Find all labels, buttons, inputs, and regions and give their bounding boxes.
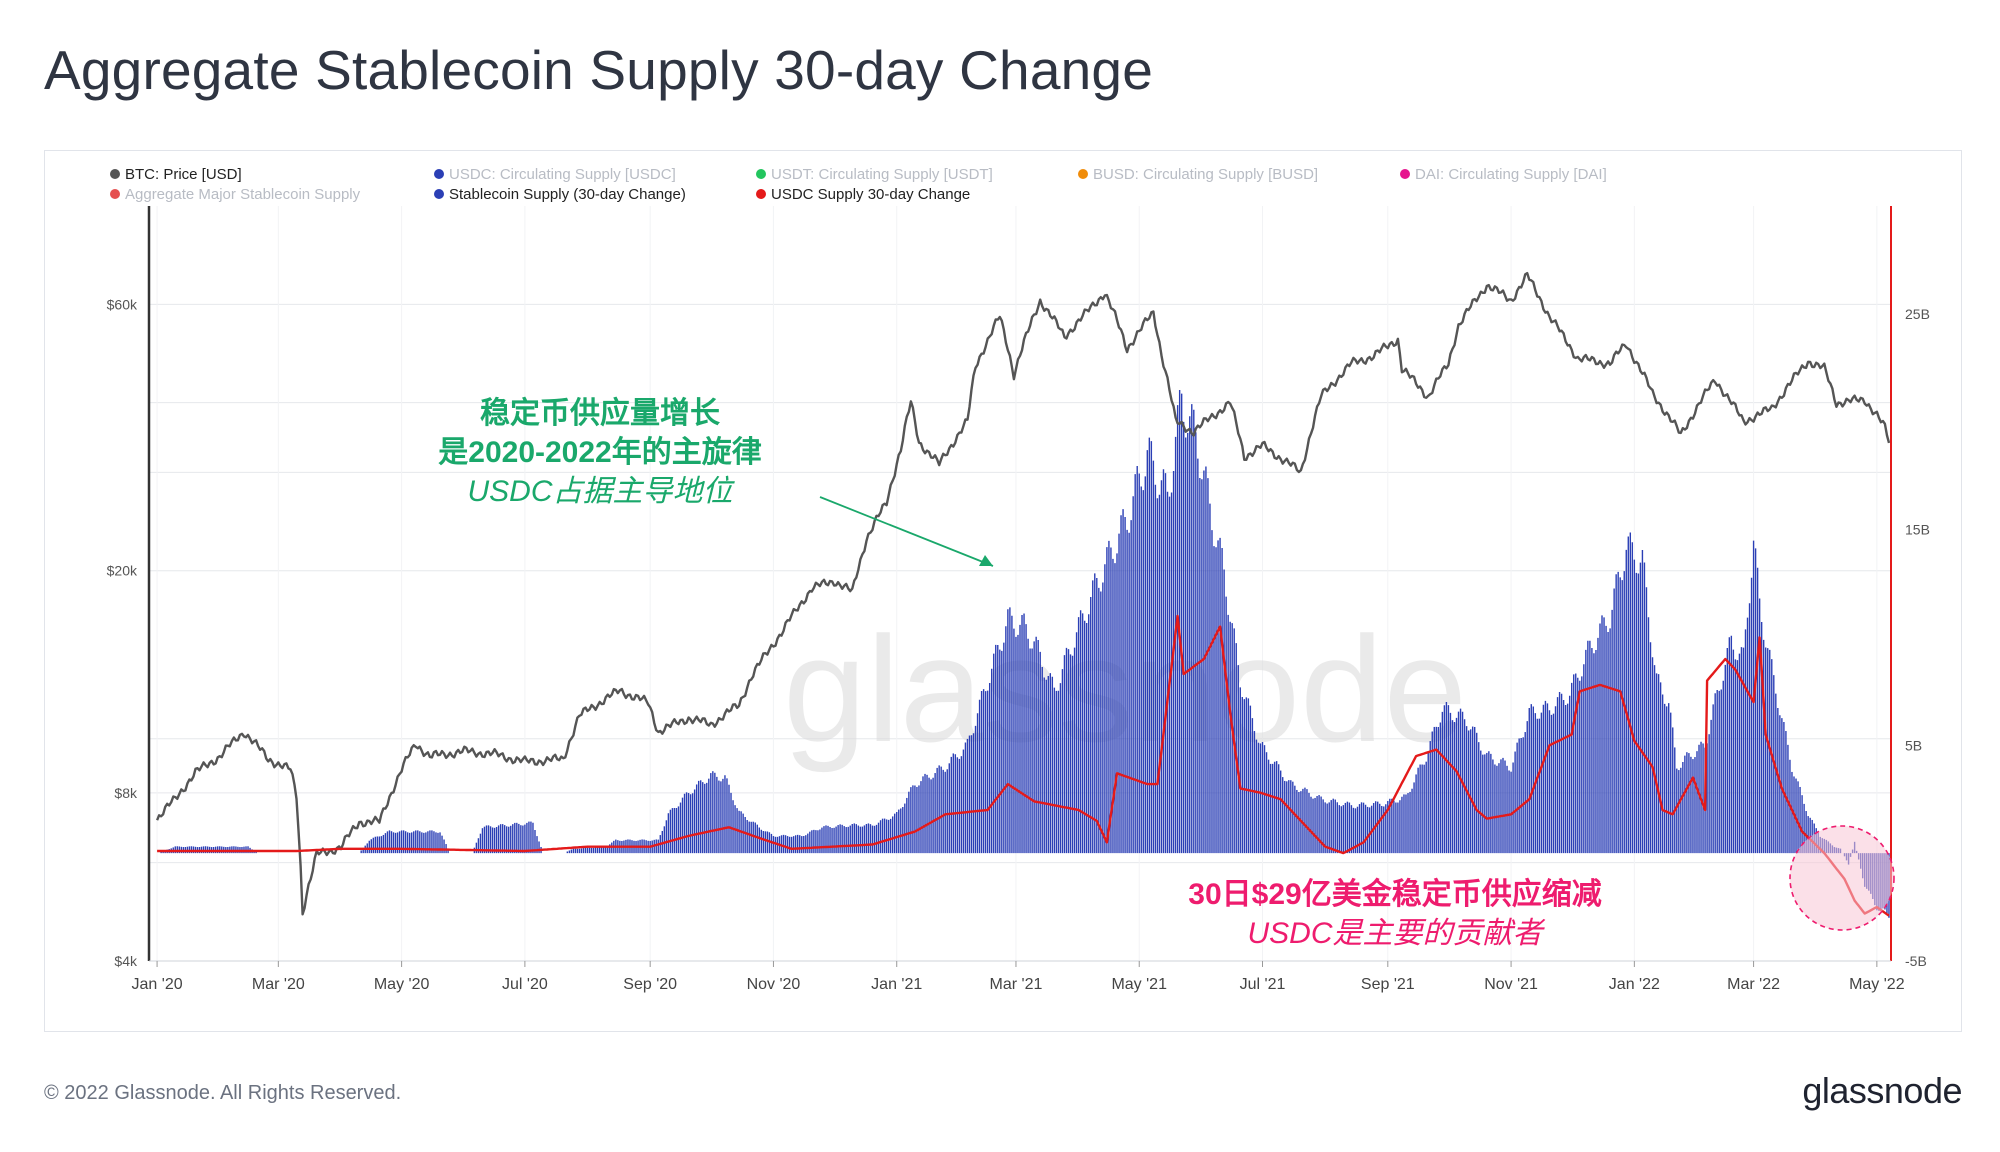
y-left-tick-label: $20k xyxy=(107,563,138,579)
y-left-tick-label: $60k xyxy=(107,296,138,312)
legend-label: Stablecoin Supply (30-day Change) xyxy=(449,186,686,203)
legend-label: BTC: Price [USD] xyxy=(125,166,242,183)
x-tick-label: Jan '20 xyxy=(132,976,183,993)
x-tick-label: Mar '22 xyxy=(1727,976,1780,993)
x-tick-label: Jul '21 xyxy=(1240,976,1286,993)
legend-marker xyxy=(1078,169,1088,179)
x-tick-label: Sep '20 xyxy=(623,976,677,993)
x-tick-label: Sep '21 xyxy=(1361,976,1415,993)
x-tick-label: Mar '21 xyxy=(990,976,1043,993)
legend-marker xyxy=(110,169,120,179)
btc-price-line xyxy=(155,271,1891,916)
y-right-tick-label: 15B xyxy=(1905,522,1930,538)
legend-label: Aggregate Major Stablecoin Supply xyxy=(125,186,361,203)
x-tick-label: May '22 xyxy=(1849,976,1905,993)
legend-label: USDT: Circulating Supply [USDT] xyxy=(771,166,993,183)
y-right-tick-label: 25B xyxy=(1905,306,1930,322)
x-tick-label: Jul '20 xyxy=(502,976,548,993)
page-title: Aggregate Stablecoin Supply 30-day Chang… xyxy=(44,39,1153,101)
x-tick-label: Jan '22 xyxy=(1609,976,1660,993)
x-tick-label: Nov '21 xyxy=(1484,976,1538,993)
usdc-30d-change-line xyxy=(157,614,1890,917)
annotation-growth-line1: 稳定币供应量增长 xyxy=(480,396,720,430)
x-tick-label: Nov '20 xyxy=(747,976,801,993)
y-left-tick-label: $8k xyxy=(114,785,138,801)
y-right-tick-label: 5B xyxy=(1905,737,1922,753)
legend: BTC: Price [USD] USDC: Circulating Supply… xyxy=(110,166,1607,203)
annotation-growth-arrow xyxy=(819,496,994,567)
x-tick-label: Jan '21 xyxy=(871,976,922,993)
legend-marker xyxy=(434,189,444,199)
annotation-growth-arrowhead xyxy=(979,555,993,566)
legend-label: BUSD: Circulating Supply [BUSD] xyxy=(1093,166,1318,183)
annotation-growth-line3: USDC占据主导地位 xyxy=(467,475,735,508)
legend-label: USDC: Circulating Supply [USDC] xyxy=(449,166,676,183)
legend-marker xyxy=(1400,169,1410,179)
annotation-decline-circle xyxy=(1789,825,1895,931)
y-right-tick-label: -5B xyxy=(1905,953,1927,969)
annotation-decline-line1: 30日$29亿美金稳定币供应缩减 xyxy=(1188,877,1601,911)
footer-glassnode-logo: glassnode xyxy=(1802,1070,1962,1111)
footer-copyright: © 2022 Glassnode. All Rights Reserved. xyxy=(44,1082,402,1104)
annotation-decline-line2: USDC是主要的贡献者 xyxy=(1247,917,1545,950)
legend-label: DAI: Circulating Supply [DAI] xyxy=(1415,166,1607,183)
y-left-tick-label: $4k xyxy=(114,953,138,969)
x-tick-label: May '21 xyxy=(1111,976,1167,993)
stablecoin-bars xyxy=(160,390,1890,918)
x-tick-label: May '20 xyxy=(374,976,430,993)
legend-marker xyxy=(756,169,766,179)
legend-marker xyxy=(756,189,766,199)
legend-label: USDC Supply 30-day Change xyxy=(771,186,970,203)
annotation-growth-line2: 是2020-2022年的主旋律 xyxy=(438,436,761,469)
legend-marker xyxy=(110,189,120,199)
legend-marker xyxy=(434,169,444,179)
x-tick-label: Mar '20 xyxy=(252,976,305,993)
